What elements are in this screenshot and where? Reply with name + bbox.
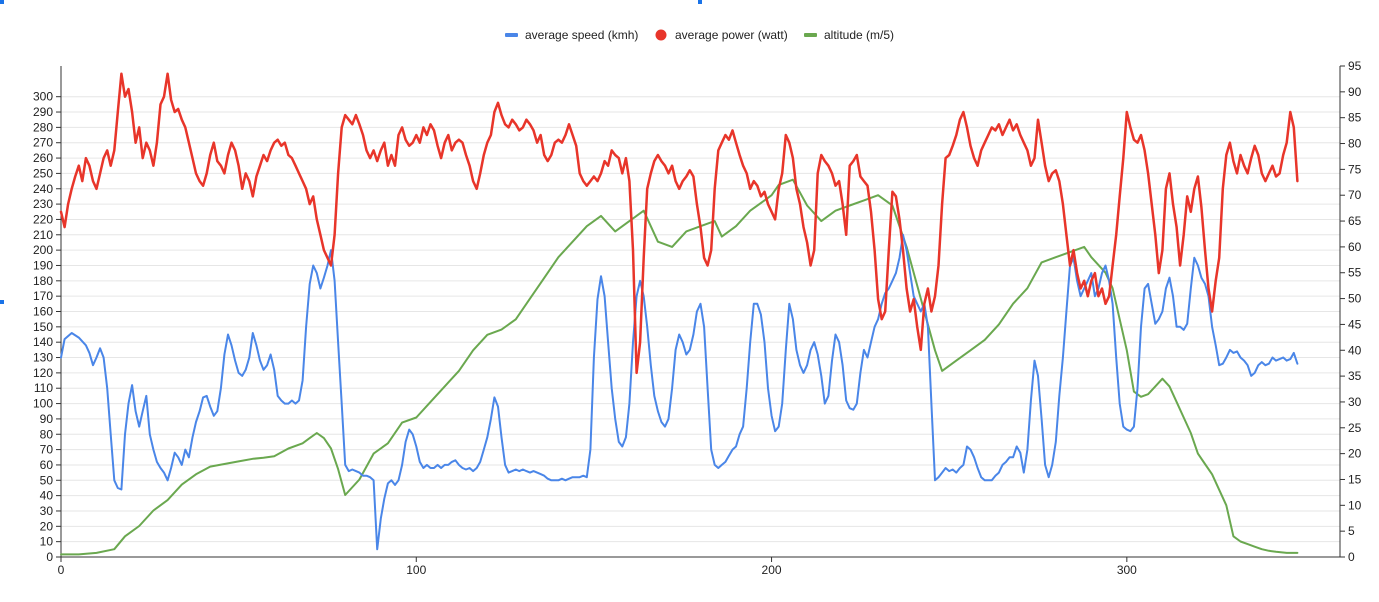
corner-marker-left [0,300,4,304]
y-left-tick-label: 190 [33,258,53,272]
y-left-tick-label: 260 [33,151,53,165]
y-right-tick-label: 0 [1348,550,1355,564]
y-left-tick-label: 170 [33,289,53,303]
legend-label: altitude (m/5) [824,28,894,42]
y-left-tick-label: 20 [40,519,54,533]
y-right-tick-label: 50 [1348,292,1362,306]
y-left-tick-label: 130 [33,351,53,365]
y-left-tick-label: 0 [46,550,53,564]
legend-marker [655,29,667,41]
y-right-tick-label: 5 [1348,524,1355,538]
y-left-tick-label: 240 [33,182,53,196]
x-axis-ticks: 0 100 200 300 [58,557,1137,577]
corner-marker-top-left [0,0,4,4]
corner-marker-top-center [698,0,702,4]
y-right-tick-label: 25 [1348,421,1362,435]
y-left-tick-label: 270 [33,136,53,150]
y-right-tick-label: 15 [1348,472,1362,486]
y-right-tick-label: 40 [1348,343,1362,357]
x-tick-label: 300 [1117,563,1137,577]
y-left-tick-label: 110 [34,381,53,395]
y-right-tick-label: 20 [1348,447,1362,461]
legend-marker [804,33,817,37]
y-right-tick-label: 95 [1348,59,1362,73]
y-right-tick-label: 80 [1348,137,1362,151]
gridlines [61,96,1340,558]
y-left-tick-label: 290 [33,105,53,119]
y-left-tick-label: 80 [40,427,54,441]
y-left-tick-label: 40 [40,489,54,503]
y-right-tick-label: 60 [1348,240,1362,254]
y-left-tick-label: 30 [40,504,54,518]
y-right-tick-label: 85 [1348,111,1362,125]
y-left-tick-label: 210 [33,228,53,242]
series-line-average-speed [60,233,1299,551]
y-right-tick-label: 45 [1348,317,1362,331]
y-left-tick-label: 160 [33,305,53,319]
y-left-tick-label: 10 [40,535,54,549]
series-lines [59,72,1299,556]
legend-label: average power (watt) [675,28,788,42]
legend-label: average speed (kmh) [525,28,638,42]
y-left-tick-label: 90 [40,412,54,426]
y-right-tick-label: 90 [1348,85,1362,99]
y-right-tick-label: 30 [1348,395,1362,409]
y-left-tick-label: 230 [33,197,53,211]
y-axis-right-ticks: 0 5 10 15 20 25 30 35 40 45 50 55 60 65 70 75 80 85 90 95 [1340,59,1362,564]
y-left-tick-label: 100 [33,397,53,411]
y-left-tick-label: 70 [40,443,54,457]
y-left-tick-label: 300 [33,90,53,104]
x-tick-label: 0 [58,563,65,577]
series-line-altitude [60,178,1299,556]
y-right-tick-label: 70 [1348,188,1362,202]
series-line-average-power [59,72,1299,375]
y-left-tick-label: 60 [40,458,54,472]
legend[interactable]: average speed (kmh) average power (watt) a… [505,28,894,42]
y-left-tick-label: 150 [33,320,53,334]
x-tick-label: 100 [406,563,426,577]
y-right-tick-label: 65 [1348,214,1362,228]
y-right-tick-label: 10 [1348,498,1362,512]
y-right-tick-label: 55 [1348,266,1362,280]
y-left-tick-label: 140 [33,335,53,349]
y-left-tick-label: 180 [33,274,53,288]
y-left-tick-label: 250 [33,166,53,180]
y-left-tick-label: 50 [40,473,54,487]
legend-marker [505,33,518,37]
y-left-tick-label: 280 [33,120,53,134]
y-left-tick-label: 120 [33,366,53,380]
y-left-tick-label: 220 [33,212,53,226]
x-tick-label: 200 [762,563,782,577]
y-right-tick-label: 75 [1348,162,1362,176]
y-left-tick-label: 200 [33,243,53,257]
y-right-tick-label: 35 [1348,369,1362,383]
